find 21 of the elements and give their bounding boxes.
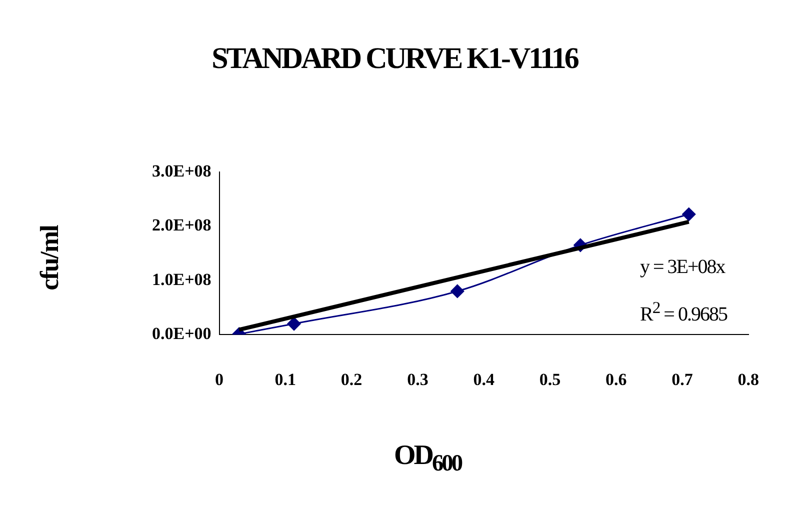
chart-title: STANDARD CURVE K1-V1116 xyxy=(210,42,579,76)
x-tick-label: 0.6 xyxy=(605,370,627,390)
annotation: R$^{2}$ = 0.9685 xyxy=(640,298,727,327)
annotation: y = 3E+08x xyxy=(640,256,725,279)
x-tick-label: 0.8 xyxy=(738,370,759,390)
point xyxy=(450,284,464,298)
x-tick-label: 0.4 xyxy=(473,370,495,390)
x-tick-label: 0 xyxy=(215,370,224,390)
x-tick-label: 0.1 xyxy=(274,370,296,390)
x-tick-label: 0.7 xyxy=(672,370,694,390)
x-tick-label: 0.3 xyxy=(407,370,428,390)
y-tick-label: 3.0E+08 xyxy=(152,161,212,180)
x-axis-title: OD$_{600}$ xyxy=(394,440,461,478)
y-tick-label: 1.0E+08 xyxy=(152,270,212,289)
y-tick-label: 0.0E+00 xyxy=(152,324,212,343)
y-axis-title: cfu/ml xyxy=(35,226,65,290)
point xyxy=(682,208,696,222)
point xyxy=(287,317,301,331)
x-tick-label: 0.5 xyxy=(539,370,561,390)
y-tick-label: 2.0E+08 xyxy=(152,216,212,235)
x-tick-label: 0.2 xyxy=(340,370,362,390)
